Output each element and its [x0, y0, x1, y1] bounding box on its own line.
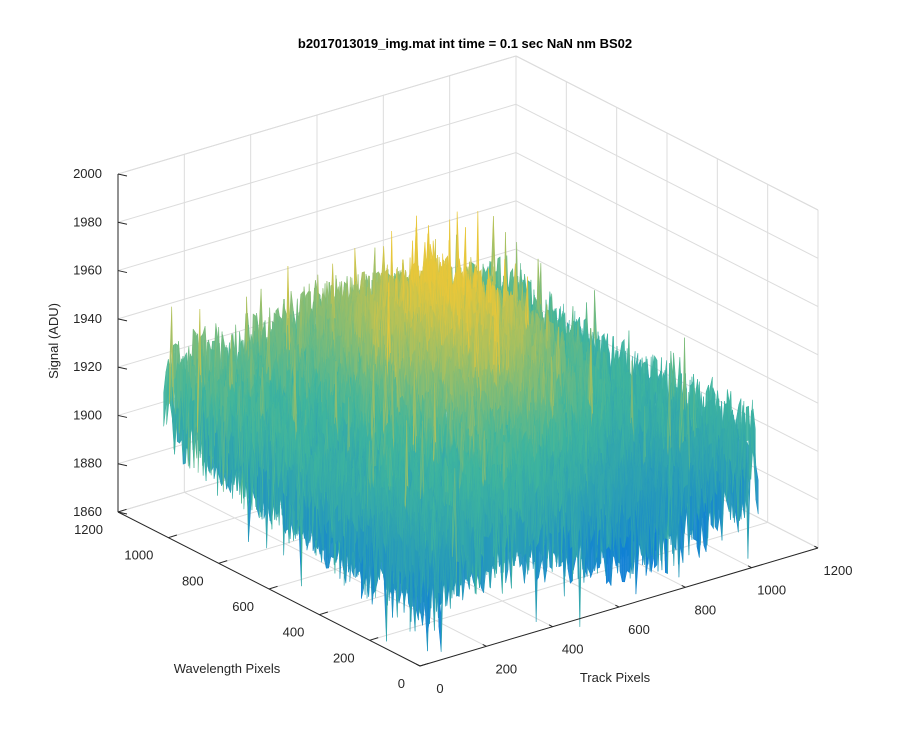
- surface-plot: [163, 211, 759, 652]
- box-edge: [117, 55, 517, 175]
- sidewall-grid-line: [515, 152, 819, 308]
- surface-facet: [193, 329, 197, 369]
- sidewall-grid-line: [515, 103, 819, 259]
- backwall-grid-line: [117, 103, 517, 223]
- backwall-grid-line: [117, 152, 517, 272]
- sidewall-grid-line: [515, 200, 819, 356]
- sidewall-grid-line: [515, 248, 819, 404]
- surface-facet: [215, 432, 218, 469]
- surface-facet: [358, 302, 362, 339]
- surface-facet: [192, 364, 195, 402]
- surface-facet: [223, 383, 227, 423]
- floor-grid-line: [369, 521, 768, 641]
- surface-facet: [283, 348, 287, 388]
- surface-facet: [206, 380, 210, 419]
- surface-facet: [173, 343, 176, 380]
- box-edge: [515, 55, 819, 211]
- surface-facet: [163, 371, 167, 427]
